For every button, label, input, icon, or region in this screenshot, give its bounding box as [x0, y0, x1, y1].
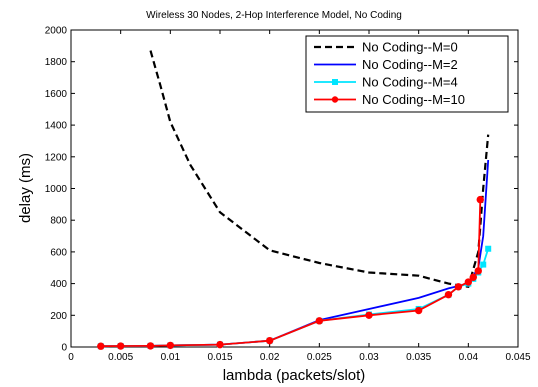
data-point: [485, 245, 492, 252]
data-point: [166, 341, 175, 350]
x-tick-label: 0: [68, 352, 74, 363]
y-tick-label: 1600: [45, 89, 68, 100]
x-tick-label: 0.045: [505, 352, 530, 363]
y-tick-label: 400: [50, 279, 67, 290]
data-point: [476, 195, 484, 204]
legend-label: No Coding--M=4: [362, 75, 458, 90]
x-tick-label: 0.035: [406, 352, 431, 363]
x-tick-label: 0.02: [260, 352, 280, 363]
legend-label: No Coding--M=10: [362, 92, 465, 107]
series-line: [149, 50, 490, 289]
data-point: [444, 290, 453, 299]
x-axis-label: lambda (packets/slot): [223, 367, 366, 384]
data-point: [315, 317, 324, 325]
chart-title: Wireless 30 Nodes, 2-Hop Interference Mo…: [146, 10, 402, 21]
x-tick-label: 0.015: [207, 352, 232, 363]
y-tick-label: 800: [50, 216, 67, 227]
data-point: [216, 340, 224, 349]
y-tick-label: 600: [50, 247, 67, 258]
x-tick-label: 0.03: [359, 352, 379, 363]
y-tick-label: 1400: [45, 121, 68, 132]
x-tick-label: 0.01: [161, 352, 181, 363]
data-point: [414, 306, 423, 315]
legend: No Coding--M=0 No Coding--M=2 No Coding--M…: [305, 35, 509, 113]
x-tick-label: 0.005: [108, 352, 133, 363]
data-point: [365, 311, 373, 319]
series-group: [97, 50, 492, 350]
y-axis-label: delay (ms): [17, 153, 34, 223]
data-point: [480, 261, 487, 268]
x-tick-label: 0.025: [307, 352, 332, 363]
legend-label: No Coding--M=2: [362, 57, 458, 72]
y-tick-label: 1000: [45, 184, 68, 195]
y-tick-label: 1200: [45, 152, 68, 163]
data-point: [454, 283, 463, 291]
data-point: [265, 336, 274, 345]
legend-marker: [332, 79, 338, 85]
y-tick-label: 1800: [45, 57, 68, 68]
axis-ticks: 0 0.005 0.01 0.015 0.02 0.025 0.03 0.035 0.04 0.0…: [45, 26, 531, 364]
legend-marker: [331, 96, 339, 103]
data-point: [474, 267, 482, 275]
legend-label: No Coding--M=0: [362, 40, 458, 55]
data-point: [146, 342, 155, 350]
x-tick-label: 0.04: [459, 352, 479, 363]
y-tick-label: 0: [61, 343, 67, 354]
data-point: [469, 273, 477, 281]
data-point: [464, 278, 473, 286]
data-point: [97, 342, 105, 350]
y-tick-label: 2000: [45, 26, 68, 37]
data-point: [116, 342, 125, 350]
y-tick-label: 200: [50, 311, 67, 322]
